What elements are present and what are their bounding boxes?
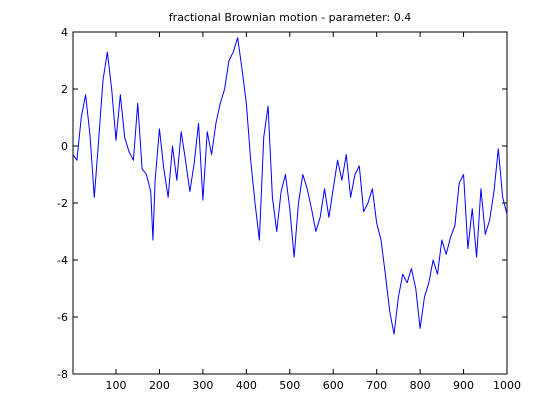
axis-ticks: 100 200 300 400 500 600 700 800 900 1000 -8 -6 -4 -2 0… — [57, 26, 521, 392]
y-tick-label: -2 — [57, 197, 68, 210]
x-tick-label: 600 — [323, 379, 344, 392]
y-tick-label: -4 — [57, 254, 68, 267]
x-tick-label: 200 — [149, 379, 170, 392]
x-tick-label: 700 — [366, 379, 387, 392]
x-tick-label: 800 — [410, 379, 431, 392]
y-tick-label: 4 — [61, 26, 68, 39]
y-tick-label: -8 — [57, 368, 68, 381]
x-tick-label: 500 — [279, 379, 300, 392]
y-tick-label: -6 — [57, 311, 68, 324]
series-line — [72, 37, 508, 335]
x-tick-label: 300 — [192, 379, 213, 392]
y-tick-label: 0 — [61, 140, 68, 153]
x-tick-label: 900 — [453, 379, 474, 392]
x-tick-label: 1000 — [493, 379, 521, 392]
y-tick-label: 2 — [61, 83, 68, 96]
chart-title: fractional Brownian motion - parameter: … — [169, 11, 411, 24]
plot-area — [72, 31, 508, 375]
x-tick-label: 400 — [236, 379, 257, 392]
x-tick-label: 100 — [106, 379, 127, 392]
